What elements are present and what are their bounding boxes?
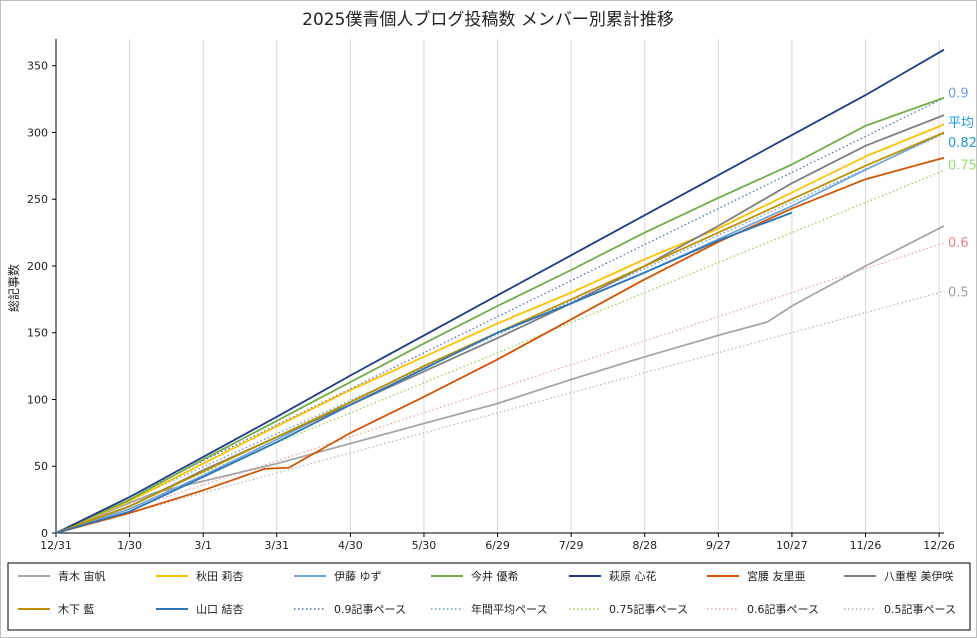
- pace-annotation: 0.826: [948, 136, 976, 151]
- series-line: [55, 131, 945, 534]
- x-tick-label: 7/29: [559, 539, 584, 552]
- x-tick-label: 9/27: [706, 539, 731, 552]
- x-tick-label: 12/26: [923, 539, 955, 552]
- y-tick-label: 150: [27, 327, 48, 340]
- chart-title: 2025僕青個人ブログ投稿数 メンバー別累計推移: [302, 9, 674, 30]
- x-tick-label: 11/26: [850, 539, 882, 552]
- x-tick-label: 1/30: [117, 539, 142, 552]
- legend-label: 0.6記事ペース: [747, 602, 819, 616]
- series-line: [55, 133, 945, 534]
- legend-label: 萩原 心花: [609, 570, 657, 583]
- legend-label: 0.5記事ペース: [884, 602, 956, 616]
- legend-label: 0.75記事ペース: [609, 602, 688, 616]
- legend-label: 青木 宙帆: [58, 569, 106, 583]
- legend-label: 木下 藍: [58, 603, 95, 616]
- series-line: [55, 242, 945, 534]
- legend-label: 0.9記事ペース: [334, 602, 406, 616]
- series-line: [55, 48, 945, 534]
- series-line: [55, 97, 945, 534]
- y-tick-label: 350: [27, 60, 48, 73]
- x-tick-label: 3/1: [194, 539, 212, 552]
- y-tick-label: 200: [27, 260, 48, 273]
- series-line: [55, 225, 945, 534]
- x-tick-label: 6/29: [485, 539, 510, 552]
- pace-annotations: 0.9 平均 0.826 0.75 0.6 0.5: [948, 86, 976, 300]
- x-tick-label: 4/30: [338, 539, 363, 552]
- y-tick-label: 0: [41, 527, 48, 540]
- pace-annotation: 0.75: [948, 159, 976, 174]
- legend-label: 今井 優希: [471, 569, 519, 583]
- series-lines: [55, 48, 945, 534]
- series-line: [55, 156, 945, 534]
- series-line: [55, 96, 945, 534]
- x-tick-label: 10/27: [776, 539, 808, 552]
- pace-annotation: 0.6: [948, 236, 969, 251]
- axes: [55, 39, 944, 534]
- pace-annotation: 0.9: [948, 86, 969, 101]
- series-line: [55, 131, 945, 534]
- x-tick-label: 12/31: [40, 539, 72, 552]
- x-tick-label: 8/28: [632, 539, 657, 552]
- y-axis-label: 総記事数: [6, 264, 21, 312]
- y-tick-label: 300: [27, 126, 48, 139]
- legend-label: 八重樫 美伊咲: [884, 569, 954, 583]
- series-line: [55, 290, 945, 534]
- y-tick-label: 250: [27, 193, 48, 206]
- legend-label: 伊藤 ゆず: [334, 570, 382, 583]
- legend-box: [7, 562, 971, 631]
- y-tick-label: 50: [34, 460, 48, 473]
- legend-label: 山口 結杏: [196, 602, 244, 616]
- legend: 青木 宙帆 秋田 莉杏 伊藤 ゆず 今井 優希 萩原 心花 宮腰 友里亜 八重樫 美伊咲木下…: [18, 569, 956, 616]
- x-tick-label: 3/31: [264, 539, 289, 552]
- pace-annotation: 平均: [948, 116, 974, 131]
- series-line: [55, 114, 945, 534]
- pace-annotation: 0.5: [948, 285, 969, 300]
- legend-label: 宮腰 友里亜: [747, 569, 806, 583]
- series-line: [55, 211, 793, 534]
- grid: [129, 39, 940, 533]
- legend-label: 秋田 莉杏: [196, 569, 244, 583]
- series-line: [55, 123, 945, 534]
- x-tick-label: 5/30: [412, 539, 437, 552]
- legend-label: 年間平均ペース: [471, 602, 547, 616]
- y-tick-label: 100: [27, 393, 48, 406]
- ticks: 12/31 1/30 3/1 3/31 4/30 5/30 6/29 7/29 8/28 9/27…: [27, 60, 955, 552]
